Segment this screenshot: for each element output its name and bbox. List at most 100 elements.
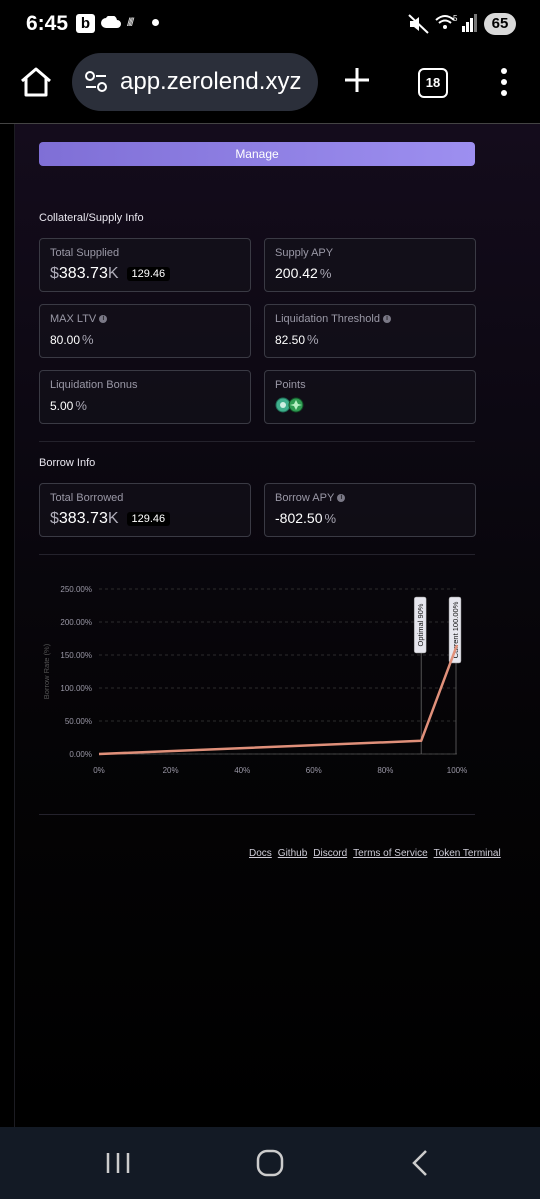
- borrow-apy-card: Borrow APY i -802.50%: [264, 483, 476, 537]
- collateral-section-title: Collateral/Supply Info: [39, 212, 144, 224]
- liquidation-bonus-value: 5.00%: [50, 397, 87, 413]
- annotation-label: Current 100.00%: [451, 601, 460, 658]
- y-tick-label: 0.00%: [69, 750, 92, 759]
- new-tab-icon[interactable]: [341, 64, 373, 96]
- y-tick-label: 150.00%: [60, 651, 92, 660]
- footer-link-terms[interactable]: Terms of Service: [353, 848, 428, 859]
- footer-link-token-terminal[interactable]: Token Terminal: [433, 848, 501, 859]
- thousand-unit: K: [107, 265, 119, 282]
- total-supplied-token-amount: 129.46: [126, 267, 171, 282]
- x-tick-label: 100%: [447, 766, 467, 775]
- wifi-icon: 5: [435, 14, 458, 29]
- liquidation-threshold-label: Liquidation Threshold i: [275, 313, 391, 325]
- footer-link-discord[interactable]: Discord: [313, 848, 348, 859]
- recent-apps-icon[interactable]: [104, 1151, 132, 1175]
- signal-icon: [462, 14, 477, 32]
- mute-icon: [408, 14, 429, 34]
- borrow-apy-number: -802.50: [275, 510, 323, 526]
- wifi-label: 5: [453, 14, 458, 23]
- points-token-icons: [275, 397, 304, 413]
- info-icon[interactable]: i: [382, 315, 391, 324]
- sync-icon: ////: [127, 15, 134, 29]
- max-ltv-number: 80.00: [50, 333, 81, 347]
- system-navigation-bar: [0, 1127, 540, 1199]
- borrow-rate-chart: 0.00% 50.00% 100.00% 150.00% 200.00% 250.00% 0…: [42, 585, 467, 775]
- y-axis-label: Borrow Rate (%): [42, 643, 51, 699]
- y-tick-label: 100.00%: [60, 684, 92, 693]
- annotation-label: Optimal 90%: [416, 603, 425, 646]
- footer-links: Docs Github Discord Terms of Service Token T…: [249, 848, 507, 859]
- status-time: 6:45: [26, 12, 69, 35]
- notification-dot-icon: [152, 19, 159, 26]
- total-supplied-label: Total Supplied: [50, 247, 120, 259]
- x-tick-label: 20%: [163, 766, 179, 775]
- liquidation-bonus-number: 5.00: [50, 399, 74, 413]
- thousand-unit: K: [107, 510, 119, 527]
- total-borrowed-amount: 383.73: [58, 510, 108, 527]
- x-tick-label: 0%: [93, 766, 105, 775]
- annotation-badge: [413, 596, 427, 654]
- supply-apy-label: Supply APY: [275, 247, 334, 259]
- site-settings-icon[interactable]: [84, 71, 108, 93]
- liquidation-threshold-number: 82.50: [275, 333, 306, 347]
- borrow-apy-label: Borrow APY i: [275, 492, 346, 504]
- footer-link-docs[interactable]: Docs: [249, 848, 272, 859]
- cloud-icon: [101, 16, 121, 28]
- liquidation-bonus-card: Liquidation Bonus 5.00%: [39, 370, 251, 424]
- home-icon[interactable]: [18, 64, 54, 100]
- url-text[interactable]: app.zerolend.xyz: [120, 68, 302, 95]
- borrow-rate-line: [98, 644, 459, 756]
- percent-unit: %: [307, 332, 319, 347]
- total-supplied-value: $383.73K 129.46: [50, 265, 171, 283]
- manage-button[interactable]: Manage: [39, 142, 475, 166]
- total-borrowed-card: Total Borrowed $383.73K 129.46: [39, 483, 251, 537]
- status-bar: 6:45 b //// 5 65: [0, 0, 540, 48]
- y-tick-label: 250.00%: [60, 585, 92, 594]
- annotation-badge: [448, 596, 462, 664]
- info-icon[interactable]: i: [99, 315, 108, 324]
- max-ltv-card: MAX LTV i 80.00%: [39, 304, 251, 358]
- total-supplied-amount: 383.73: [58, 265, 108, 282]
- x-tick-label: 40%: [234, 766, 250, 775]
- supply-apy-number: 200.42: [275, 265, 318, 281]
- app-notification-icon: b: [76, 14, 95, 33]
- section-divider: [39, 441, 475, 442]
- max-ltv-label: MAX LTV i: [50, 313, 108, 325]
- percent-unit: %: [82, 332, 94, 347]
- liquidation-bonus-label: Liquidation Bonus: [50, 379, 138, 391]
- y-tick-label: 50.00%: [65, 717, 92, 726]
- tab-switcher-button[interactable]: 18: [418, 68, 448, 98]
- battery-indicator: 65: [484, 13, 516, 35]
- currency-symbol: $: [50, 265, 59, 282]
- percent-unit: %: [319, 266, 332, 281]
- y-tick-label: 200.00%: [60, 618, 92, 627]
- x-tick-label: 60%: [306, 766, 322, 775]
- percent-unit: %: [75, 398, 87, 413]
- x-tick-label: 80%: [377, 766, 393, 775]
- supply-apy-card: Supply APY 200.42%: [264, 238, 476, 292]
- liquidation-threshold-card: Liquidation Threshold i 82.50%: [264, 304, 476, 358]
- browser-toolbar: app.zerolend.xyz 18: [0, 48, 540, 124]
- points-card: Points: [264, 370, 476, 424]
- total-borrowed-label: Total Borrowed: [50, 492, 124, 504]
- section-divider: [39, 814, 475, 815]
- back-icon[interactable]: [408, 1149, 432, 1177]
- footer-link-github[interactable]: Github: [277, 848, 308, 859]
- more-menu-icon[interactable]: [494, 66, 514, 98]
- home-nav-icon[interactable]: [256, 1149, 284, 1177]
- page-content: Manage Collateral/Supply Info Total Supp…: [14, 124, 540, 1127]
- supply-apy-value: 200.42%: [275, 265, 331, 281]
- address-bar[interactable]: app.zerolend.xyz: [72, 53, 318, 111]
- currency-symbol: $: [50, 510, 59, 527]
- max-ltv-value: 80.00%: [50, 331, 94, 347]
- borrow-apy-value: -802.50%: [275, 510, 336, 526]
- info-icon[interactable]: i: [337, 494, 346, 503]
- total-borrowed-token-amount: 129.46: [126, 512, 171, 527]
- total-supplied-card: Total Supplied $383.73K 129.46: [39, 238, 251, 292]
- liquidation-threshold-value: 82.50%: [275, 331, 319, 347]
- section-divider: [39, 554, 475, 555]
- percent-unit: %: [324, 511, 337, 526]
- points-label: Points: [275, 379, 306, 391]
- borrow-section-title: Borrow Info: [39, 457, 96, 469]
- total-borrowed-value: $383.73K 129.46: [50, 510, 171, 528]
